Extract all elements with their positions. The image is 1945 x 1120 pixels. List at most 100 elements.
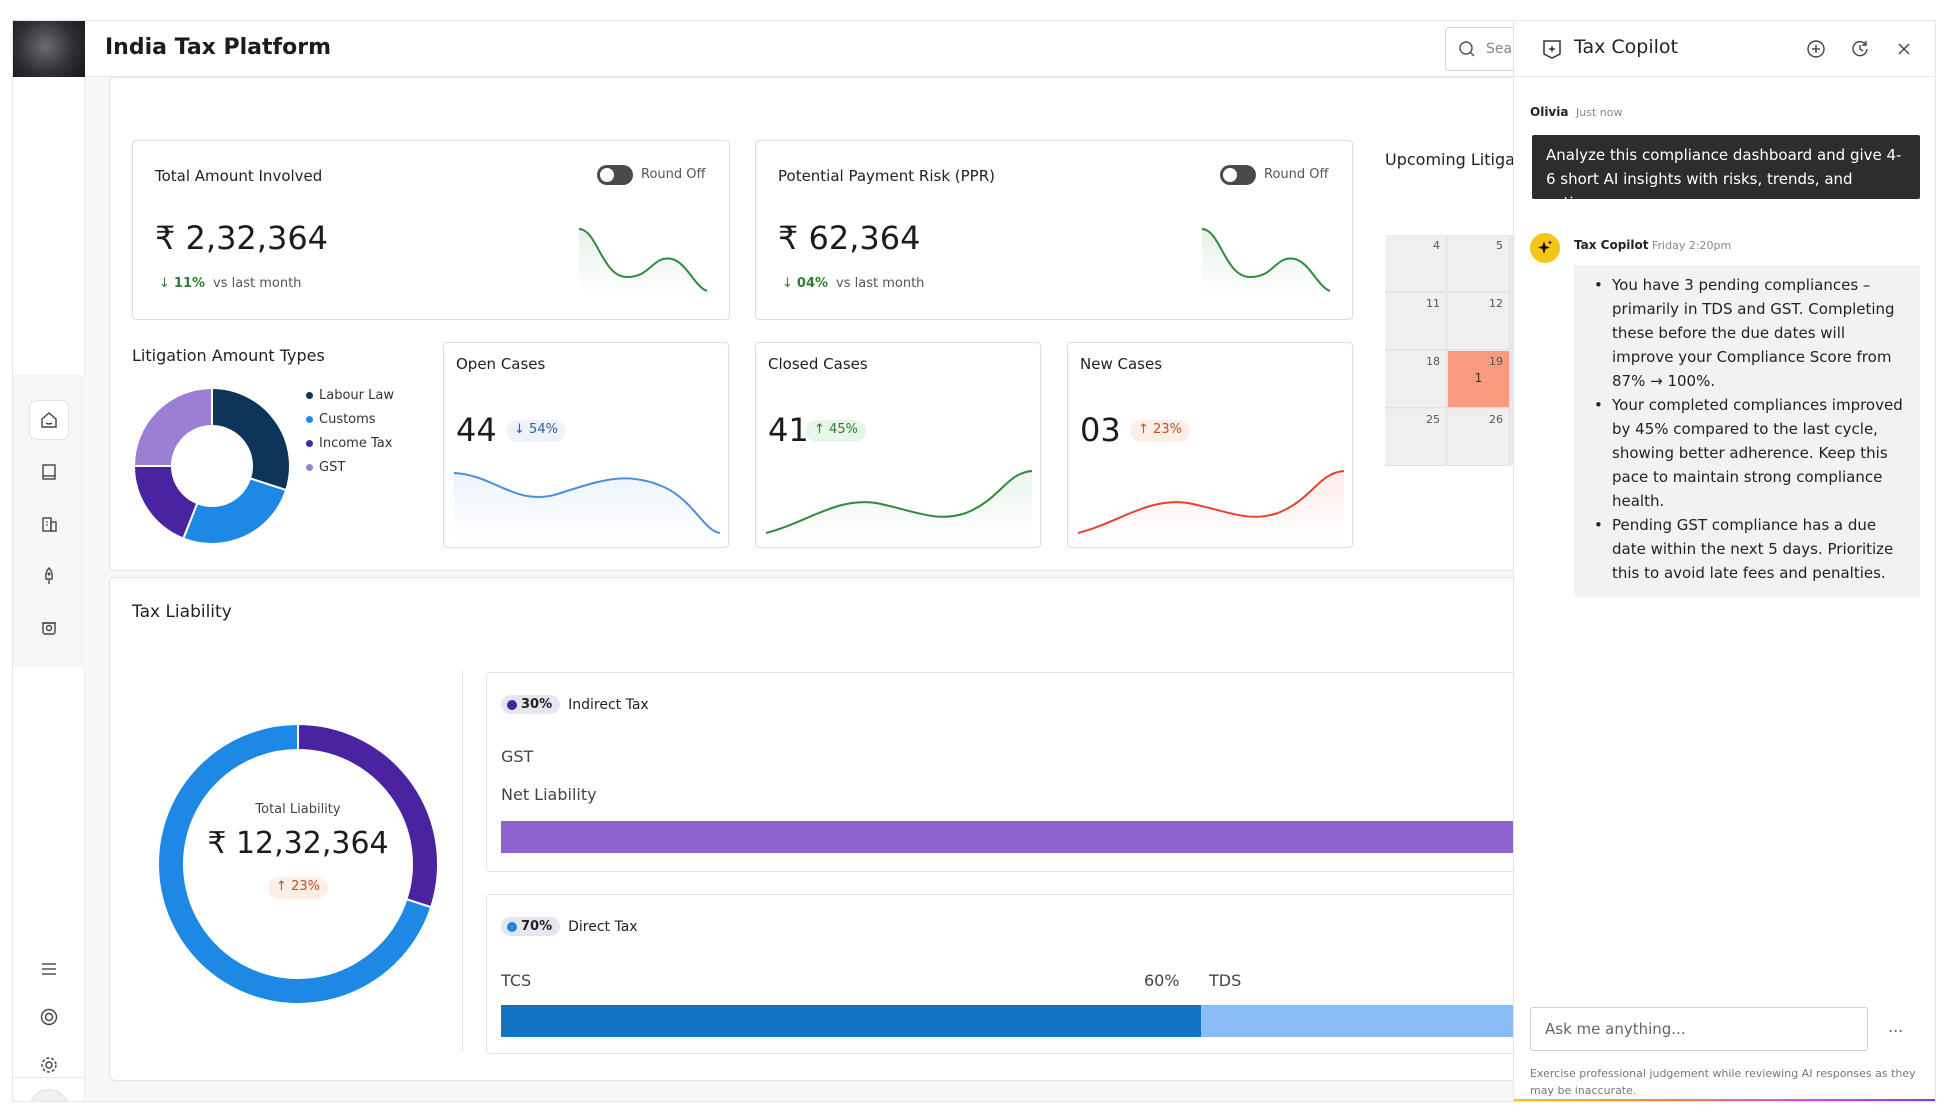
donut-slice-income-tax [132,465,199,540]
direct-tax-card: 70% Direct Tax TCS 60% TDS [486,894,1547,1054]
history-icon[interactable] [1848,37,1872,61]
net-liability-label: Net Liability [501,785,597,804]
donut-slice-customs [181,477,288,545]
search-icon [1458,40,1476,62]
user-name: Olivia [1530,105,1569,119]
copilot-avatar [1530,233,1560,263]
card-title: Closed Cases [768,355,868,373]
tax-liability-donut-chart [157,722,439,1005]
legend-dot [306,463,313,471]
legend-label: GST [319,459,346,475]
more-options-icon[interactable]: ... [1888,1017,1904,1036]
legend-item: Income Tax [306,431,394,455]
calendar-event-count: 1 [1474,371,1483,385]
badge-pct: 23% [1153,422,1182,437]
sidebar-nav [13,375,85,667]
overview-panel: Total Amount Involved Round Off ₹ 2,32,3… [109,77,1529,571]
closed-cases-card: Closed Cases 41 ↑ 45% [755,342,1041,548]
avatar[interactable]: AZ [29,1089,69,1101]
close-icon[interactable] [1892,37,1916,61]
direct-tax-label: Direct Tax [568,918,638,935]
indirect-tax-label: Indirect Tax [568,696,649,713]
gradient-bar [1514,1099,1935,1101]
arrow-up-icon: ↑ [276,879,287,894]
new-cases-sparkline [1078,470,1345,543]
trend-indicator: ↓ 04% vs last month [782,276,924,291]
badge-pct: 54% [529,422,558,437]
donut-slice-labour-law [211,386,291,492]
sparkle-icon [1538,240,1553,254]
help-icon[interactable] [29,997,69,1037]
menu-icon[interactable] [29,949,69,989]
chip-dot [507,699,517,710]
legend-label: Labour Law [319,387,394,403]
list-item: Your completed compliances improved by 4… [1592,393,1904,513]
chat-input-placeholder: Ask me anything... [1545,1020,1686,1038]
calendar-day[interactable]: 26 [1448,409,1510,466]
trend-text: vs last month [213,276,302,291]
tax-copilot-panel: Tax Copilot Olivia Just now Analyze this… [1513,21,1935,1101]
chat-input[interactable]: Ask me anything... [1530,1007,1868,1051]
badge-pct: 23% [291,879,320,894]
copilot-logo-icon [1540,37,1564,61]
calendar-day[interactable]: 12 [1448,293,1510,350]
trend-text: vs last month [836,276,925,291]
legend-item: Customs [306,407,394,431]
book-icon[interactable] [29,452,69,492]
chip-pct: 30% [521,697,553,712]
toggle-label: Round Off [641,167,706,182]
insights-list: You have 3 pending compliances – primari… [1592,273,1904,585]
calendar-day[interactable]: 25 [1385,409,1447,466]
legend-item: GST [306,455,394,479]
status-badge: ↑ 23% [1130,420,1190,442]
arrow-up-icon: ↑ [814,422,825,437]
total-amount-value: ₹ 2,32,364 [155,219,329,257]
calendar-day[interactable]: 4 [1385,235,1447,292]
round-off-toggle[interactable] [1220,165,1256,185]
calendar-day[interactable]: 11 [1385,293,1447,350]
legend-dot [306,415,313,423]
tax-liability-title: Tax Liability [132,602,232,622]
gear-icon[interactable] [29,1045,69,1085]
litigation-legend: Labour Law Customs Income Tax GST [306,383,394,479]
logo [13,21,85,77]
pct-chip: 30% [501,695,561,714]
bot-timestamp: Friday 2:20pm [1652,239,1732,252]
new-chat-icon[interactable] [1804,37,1828,61]
donut-slice-direct-tax [157,722,433,1005]
legend-dot [306,391,313,399]
calendar-day[interactable]: 5 [1448,235,1510,292]
card-title: Open Cases [456,355,546,373]
sidebar: AZ [13,77,85,1101]
open-cases-card: Open Cases 44 ↓ 54% [443,342,729,548]
divider [462,670,463,1052]
disclaimer: Exercise professional judgement while re… [1530,1067,1916,1097]
user-message: Analyze this compliance dashboard and gi… [1532,135,1920,212]
ppr-sparkline [1201,228,1331,295]
calendar-day-highlighted[interactable]: 19 1 [1448,351,1510,408]
trend-pct: 04% [796,276,829,291]
calendar-day[interactable]: 18 [1385,351,1447,408]
tcs-label: TCS [501,971,532,990]
rocket-icon[interactable] [29,556,69,596]
home-icon[interactable] [29,400,69,440]
indirect-tax-bar [501,821,1547,853]
legend-dot [306,439,313,447]
sidebar-divider [13,1077,85,1078]
card-title: Potential Payment Risk (PPR) [778,167,995,185]
list-item: You have 3 pending compliances – primari… [1592,273,1904,393]
chip-dot [507,921,517,932]
app-window: India Tax Platform Search [12,20,1936,1102]
arrow-down-icon: ↓ [514,422,525,437]
tcs-bar [501,1005,1201,1037]
indirect-tax-card: 30% Indirect Tax GST Net Liability [486,672,1547,872]
robot-icon[interactable] [29,608,69,648]
round-off-toggle[interactable] [597,165,633,185]
open-cases-sparkline [454,472,721,543]
arrow-down-icon: ↓ [782,276,793,291]
tds-bar [1201,1005,1547,1037]
building-icon[interactable] [29,504,69,544]
copilot-header: Tax Copilot [1514,21,1935,77]
upcoming-litigation-title: Upcoming Litigat [1385,150,1522,169]
bot-message: You have 3 pending compliances – primari… [1574,265,1920,597]
